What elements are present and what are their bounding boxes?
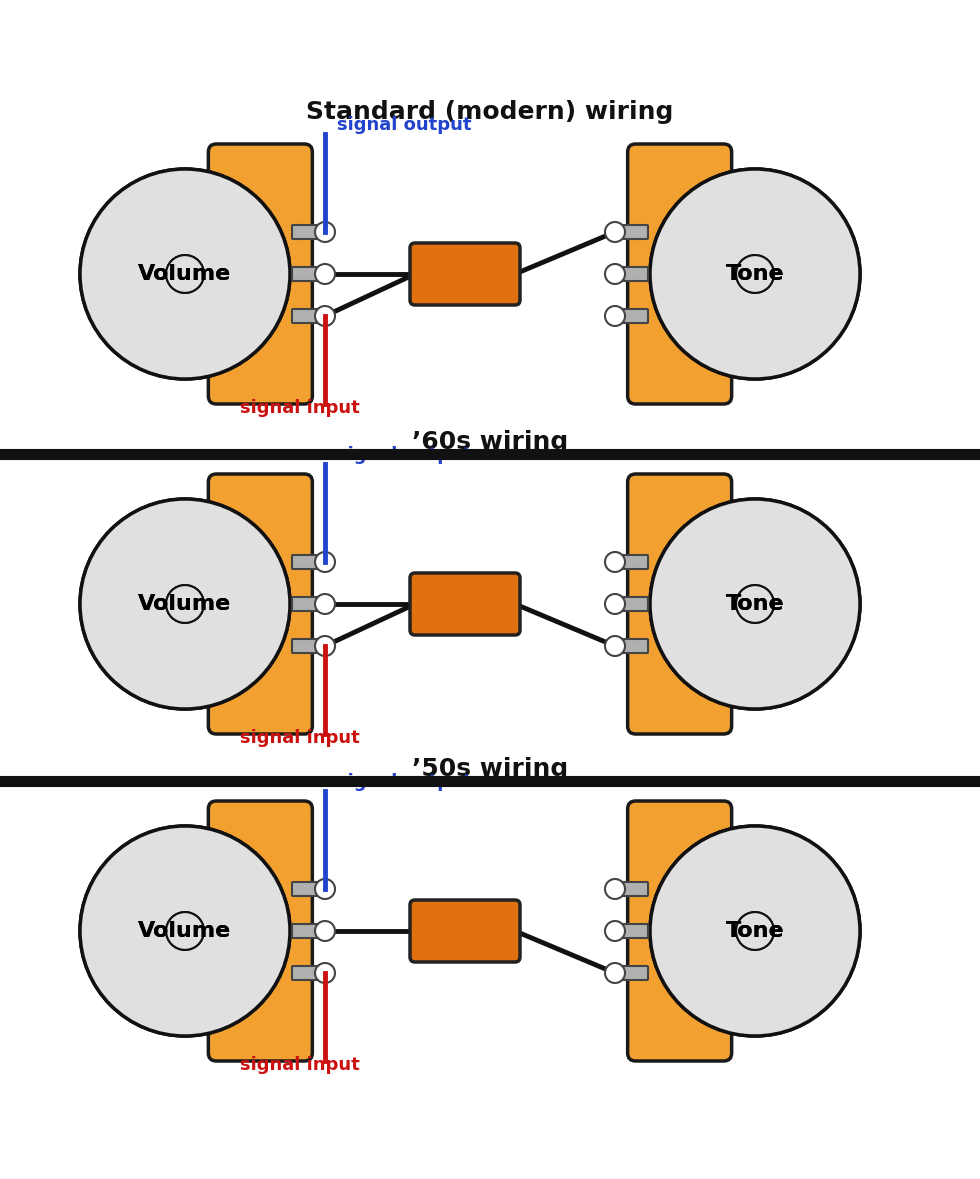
FancyBboxPatch shape (410, 243, 520, 305)
Circle shape (166, 255, 204, 292)
Text: Volume: Volume (138, 264, 231, 284)
Circle shape (736, 255, 774, 292)
FancyBboxPatch shape (627, 801, 732, 1061)
Circle shape (650, 169, 860, 378)
Circle shape (650, 826, 860, 1036)
FancyBboxPatch shape (614, 597, 648, 611)
Circle shape (605, 552, 625, 572)
Text: Tone: Tone (725, 921, 784, 941)
FancyBboxPatch shape (614, 966, 648, 980)
FancyBboxPatch shape (209, 474, 313, 735)
FancyBboxPatch shape (614, 882, 648, 896)
Circle shape (736, 585, 774, 623)
Text: Tone: Tone (725, 594, 784, 614)
Circle shape (605, 880, 625, 900)
Circle shape (315, 264, 335, 284)
FancyBboxPatch shape (292, 597, 326, 611)
Text: ’50s wiring: ’50s wiring (412, 757, 568, 780)
FancyBboxPatch shape (292, 639, 326, 653)
Circle shape (605, 594, 625, 614)
Text: signal input: signal input (240, 399, 360, 417)
Circle shape (315, 963, 335, 983)
Text: Volume: Volume (138, 264, 231, 284)
FancyBboxPatch shape (410, 900, 520, 962)
Circle shape (166, 585, 204, 623)
Circle shape (605, 222, 625, 242)
FancyBboxPatch shape (292, 966, 326, 980)
FancyBboxPatch shape (292, 555, 326, 569)
Circle shape (315, 552, 335, 572)
Circle shape (650, 169, 860, 378)
Circle shape (650, 499, 860, 709)
Circle shape (736, 585, 774, 623)
FancyBboxPatch shape (614, 924, 648, 938)
Circle shape (605, 307, 625, 327)
Circle shape (315, 222, 335, 242)
FancyBboxPatch shape (614, 639, 648, 653)
FancyBboxPatch shape (292, 309, 326, 323)
Text: ’60s wiring: ’60s wiring (412, 430, 568, 454)
FancyBboxPatch shape (410, 573, 520, 635)
FancyBboxPatch shape (209, 801, 313, 1061)
Circle shape (650, 499, 860, 709)
FancyBboxPatch shape (614, 309, 648, 323)
Text: Tone: Tone (725, 264, 784, 284)
Circle shape (80, 826, 290, 1036)
Text: Volume: Volume (138, 921, 231, 941)
Circle shape (80, 499, 290, 709)
Text: signal output: signal output (337, 446, 471, 465)
Text: Tone: Tone (725, 264, 784, 284)
Circle shape (605, 635, 625, 656)
Circle shape (315, 880, 335, 900)
Circle shape (80, 169, 290, 378)
FancyBboxPatch shape (209, 144, 313, 404)
Text: signal output: signal output (337, 116, 471, 134)
FancyBboxPatch shape (292, 225, 326, 239)
FancyBboxPatch shape (614, 225, 648, 239)
Text: Tone: Tone (725, 594, 784, 614)
Circle shape (736, 913, 774, 950)
Circle shape (166, 913, 204, 950)
FancyBboxPatch shape (614, 266, 648, 281)
Circle shape (166, 585, 204, 623)
FancyBboxPatch shape (614, 555, 648, 569)
Text: Volume: Volume (138, 594, 231, 614)
FancyBboxPatch shape (627, 474, 732, 735)
Text: Tone: Tone (725, 921, 784, 941)
Circle shape (315, 635, 335, 656)
Text: signal input: signal input (240, 729, 360, 747)
FancyBboxPatch shape (292, 924, 326, 938)
Text: Volume: Volume (138, 594, 231, 614)
Circle shape (736, 913, 774, 950)
Circle shape (166, 913, 204, 950)
Circle shape (605, 921, 625, 941)
FancyBboxPatch shape (292, 266, 326, 281)
Circle shape (80, 499, 290, 709)
Circle shape (166, 255, 204, 292)
Text: signal input: signal input (240, 1056, 360, 1074)
Circle shape (315, 307, 335, 327)
Text: signal output: signal output (337, 773, 471, 791)
Circle shape (605, 264, 625, 284)
Text: Volume: Volume (138, 921, 231, 941)
Circle shape (315, 921, 335, 941)
Circle shape (315, 594, 335, 614)
Text: Standard (modern) wiring: Standard (modern) wiring (307, 100, 673, 124)
Circle shape (736, 255, 774, 292)
Circle shape (605, 963, 625, 983)
FancyBboxPatch shape (292, 882, 326, 896)
Circle shape (650, 826, 860, 1036)
Circle shape (80, 826, 290, 1036)
Circle shape (80, 169, 290, 378)
FancyBboxPatch shape (627, 144, 732, 404)
